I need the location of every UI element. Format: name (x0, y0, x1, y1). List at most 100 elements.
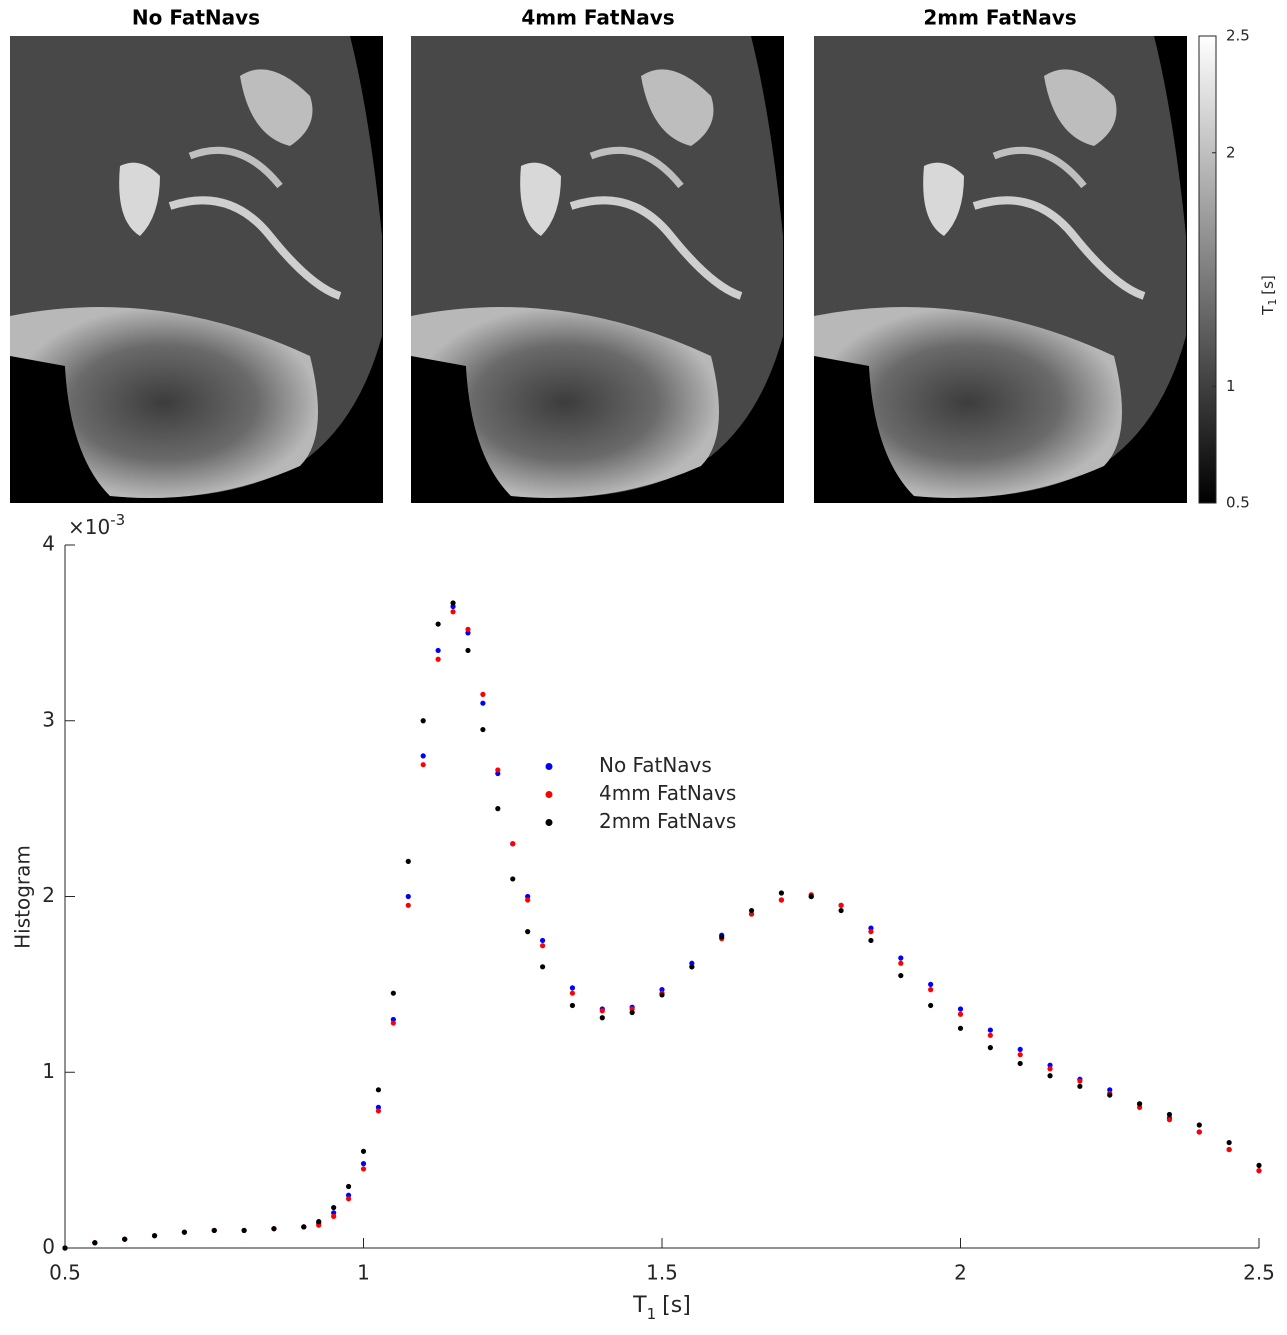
data-point (331, 1204, 337, 1211)
y-tick-label: 3 (42, 707, 55, 731)
data-point (181, 1229, 187, 1235)
data-point (778, 890, 785, 896)
data-point (599, 1015, 605, 1021)
x-tick-label: 2.5 (1243, 1261, 1275, 1285)
data-point (1107, 1092, 1113, 1098)
data-point (898, 955, 904, 961)
data-point (316, 1219, 322, 1225)
label-part: [s] (1259, 275, 1277, 295)
data-point (420, 762, 426, 768)
data-point (928, 981, 934, 987)
mri-image (10, 36, 383, 503)
data-point (540, 937, 546, 944)
data-point (898, 960, 904, 966)
colorbar-tick-label: 0.5 (1226, 494, 1250, 512)
x-axis-label: T1 [s] (632, 1293, 691, 1323)
data-point (1196, 1129, 1202, 1135)
data-point (211, 1227, 217, 1234)
legend-marker (545, 763, 553, 770)
data-point (345, 1196, 352, 1202)
data-point (1196, 1122, 1202, 1128)
data-point (465, 647, 471, 654)
data-point (360, 1161, 367, 1167)
y-exponent: ×10-3 (68, 511, 125, 539)
data-point (480, 700, 486, 706)
data-point (360, 1166, 367, 1172)
data-point (465, 626, 471, 632)
data-point (1017, 1046, 1023, 1053)
data-point (659, 992, 665, 998)
data-point (375, 1087, 382, 1093)
data-point (748, 907, 755, 914)
y-axis-label: Histogram (11, 845, 35, 949)
data-point (405, 858, 411, 864)
colorbar-tick-label: 2 (1226, 143, 1236, 161)
data-point (122, 1236, 128, 1242)
mri-image (411, 36, 784, 503)
data-point (540, 943, 546, 949)
data-point (510, 841, 516, 847)
panel-title: No FatNavs (132, 6, 260, 30)
data-point (405, 893, 411, 900)
data-point (1077, 1078, 1083, 1084)
data-point (435, 656, 441, 662)
data-point (525, 897, 531, 903)
colorbar (1198, 35, 1217, 504)
legend-label: 2mm FatNavs (599, 809, 736, 833)
data-point (151, 1233, 158, 1239)
label-part: [s] (662, 1293, 691, 1318)
data-point (569, 985, 576, 991)
data-point (62, 1245, 68, 1251)
label-part: T (1259, 305, 1277, 316)
data-point (569, 990, 576, 996)
x-tick-label: 1.5 (646, 1261, 678, 1285)
data-point (420, 753, 426, 759)
data-point (1047, 1066, 1053, 1072)
data-point (838, 907, 844, 914)
data-point (435, 647, 441, 654)
data-point (420, 718, 426, 724)
legend-label: No FatNavs (599, 753, 712, 777)
data-point (331, 1213, 337, 1219)
x-tick-label: 0.5 (49, 1261, 81, 1285)
data-point (928, 987, 934, 993)
data-point (301, 1224, 307, 1230)
data-point (390, 990, 396, 996)
data-point (360, 1148, 367, 1154)
data-point (450, 600, 456, 606)
data-point (540, 964, 546, 970)
data-point (375, 1108, 382, 1114)
data-point (957, 1011, 964, 1017)
y-tick-label: 1 (42, 1059, 55, 1083)
y-tick-label: 0 (42, 1235, 55, 1259)
data-point (778, 897, 785, 903)
data-point (808, 893, 814, 900)
data-point (510, 876, 516, 882)
label-part: T (632, 1293, 647, 1318)
data-point (569, 1002, 576, 1009)
data-point (345, 1183, 352, 1190)
colorbar-tick-label: 1 (1226, 377, 1236, 395)
data-point (450, 609, 456, 615)
y-tick-label: 2 (42, 883, 55, 907)
data-point (1017, 1052, 1023, 1058)
exponent-power: -3 (110, 511, 125, 529)
panel-title: 4mm FatNavs (521, 6, 674, 30)
colorbar-label: T1 [s] (1259, 275, 1280, 316)
data-point (480, 726, 486, 733)
label-subscript: 1 (1266, 299, 1279, 306)
y-tick-label: 4 (42, 532, 55, 556)
data-point (898, 972, 904, 979)
data-point (629, 1009, 635, 1016)
data-point (689, 964, 695, 970)
data-point (435, 621, 441, 627)
data-point (957, 1006, 964, 1012)
data-point (1017, 1060, 1023, 1067)
data-point (1137, 1101, 1143, 1107)
data-point (1226, 1139, 1232, 1146)
data-point (1226, 1146, 1232, 1153)
data-point (1256, 1162, 1262, 1168)
data-point (92, 1240, 98, 1246)
data-point (495, 806, 501, 812)
data-point (987, 1045, 993, 1051)
